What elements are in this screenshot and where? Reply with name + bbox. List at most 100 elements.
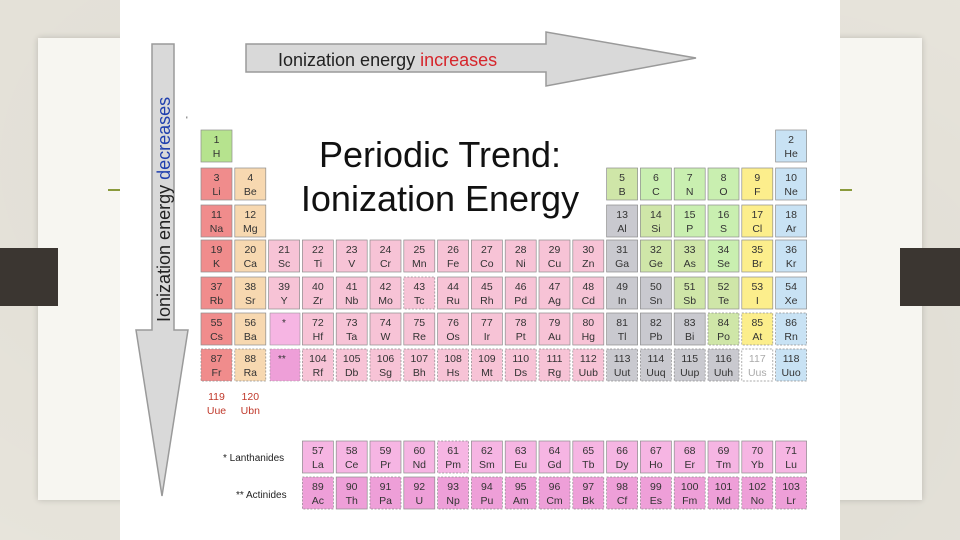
element-cell-hs: 108 Hs: [437, 348, 469, 382]
element-symbol: Rg: [548, 367, 562, 379]
element-number: 32: [650, 244, 662, 256]
element-number: 27: [481, 244, 493, 256]
element-number: 78: [515, 317, 527, 329]
element-symbol: Br: [752, 258, 763, 270]
element-cell-box: [572, 348, 605, 382]
element-cell-box: [471, 239, 503, 273]
element-cell-sm: 62 Sm: [471, 440, 503, 474]
element-cell-zn: 30 Zn: [572, 239, 605, 273]
element-cell-box: [335, 440, 368, 474]
element-number: 109: [478, 353, 496, 365]
element-cells: 1H2He3Li4Be5B6C7N8O9F10Ne11Na12Mg13Al14S…: [200, 129, 807, 510]
element-number: 74: [380, 317, 392, 329]
element-symbol: Ge: [649, 258, 663, 270]
tiny-tick-mark: ': [186, 115, 188, 125]
element-cell-box: [302, 312, 334, 346]
element-cell-re: 75 Re: [403, 312, 436, 346]
side-tab-right: [900, 248, 960, 306]
element-cell-box: [606, 440, 638, 474]
element-cell-box: [335, 348, 368, 382]
element-symbol: Uuq: [646, 367, 665, 379]
element-number: 26: [447, 244, 459, 256]
element-symbol: Ho: [649, 459, 663, 471]
element-cell-rb: 37 Rb: [200, 276, 233, 310]
element-number: 25: [413, 244, 425, 256]
element-cell-box: [538, 276, 571, 310]
element-number: 28: [515, 244, 527, 256]
element-number: 100: [681, 481, 699, 493]
element-cell-ni: 28 Ni: [504, 239, 537, 273]
element-symbol: Ag: [548, 295, 561, 307]
element-symbol: Cd: [582, 295, 596, 307]
element-cell-v: 23 V: [335, 239, 368, 273]
element-symbol: Db: [345, 367, 359, 379]
element-cell-ho: 67 Ho: [640, 440, 672, 474]
element-number: 36: [785, 244, 797, 256]
element-symbol: Rb: [210, 295, 224, 307]
element-symbol: Yb: [751, 459, 764, 471]
element-symbol: Ar: [786, 223, 797, 235]
element-symbol: C: [652, 186, 660, 198]
element-cell-mo: 42 Mo: [369, 276, 402, 310]
element-cell-mn: 25 Mn: [403, 239, 436, 273]
element-cell-gd: 64 Gd: [538, 440, 571, 474]
element-cell-rg: 111 Rg: [538, 348, 571, 382]
element-cell-tb: 65 Tb: [572, 440, 605, 474]
element-cell-sc: 21 Sc: [268, 239, 300, 273]
element-cell-box: [572, 440, 605, 474]
element-symbol: Cf: [617, 495, 628, 507]
element-cell-fr: 87 Fr: [200, 348, 233, 382]
element-cell-nb: 41 Nb: [335, 276, 368, 310]
element-cell-yb: 70 Yb: [741, 440, 774, 474]
element-symbol: W: [381, 331, 391, 343]
element-number: 105: [343, 353, 361, 365]
element-number: 4: [247, 172, 253, 184]
element-symbol: Lr: [786, 495, 796, 507]
element-cell-box: [640, 167, 672, 201]
element-number: 94: [481, 481, 493, 493]
element-number: 48: [582, 281, 594, 293]
element-symbol: Uub: [579, 367, 598, 379]
element-cell-es: 99 Es: [640, 476, 672, 510]
element-cell-db: 105 Db: [335, 348, 368, 382]
element-cell-ne: 10 Ne: [775, 167, 807, 201]
element-cell-cf: 98 Cf: [606, 476, 638, 510]
actinide-placeholder-cell: [269, 348, 301, 382]
element-symbol: At: [752, 331, 762, 343]
element-cell-ta: 73 Ta: [335, 312, 368, 346]
element-number: 1: [214, 134, 220, 146]
element-symbol: No: [751, 495, 765, 507]
element-number: 22: [312, 244, 324, 256]
element-symbol: Pu: [480, 495, 493, 507]
element-cell-uuo: 118 Uuo: [775, 348, 807, 382]
element-cell-c: 6C: [640, 167, 672, 201]
element-cell-o: 8O: [707, 167, 740, 201]
element-cell-rf: 104 Rf: [302, 348, 334, 382]
element-cell-pa: 91 Pa: [369, 476, 402, 510]
element-number: 3: [214, 172, 220, 184]
element-symbol: Pd: [514, 295, 527, 307]
element-cell-at: 85 At: [741, 312, 774, 346]
element-symbol: Co: [480, 258, 494, 270]
element-cell-box: [403, 276, 436, 310]
element-cell-box: [369, 276, 402, 310]
element-symbol: Pt: [516, 331, 526, 343]
element-number: 117: [749, 353, 766, 365]
element-cell-lu: 71 Lu: [775, 440, 807, 474]
element-number: 60: [413, 445, 425, 457]
element-number: 45: [481, 281, 493, 293]
element-number: 71: [785, 445, 797, 457]
element-symbol: Ru: [446, 295, 460, 307]
element-symbol: Bh: [413, 367, 426, 379]
element-symbol: Rf: [313, 367, 324, 379]
vertical-arrow: Ionization energy decreases: [135, 43, 189, 497]
element-number: 90: [346, 481, 358, 493]
element-cell-co: 27 Co: [471, 239, 503, 273]
element-symbol: I: [756, 295, 759, 307]
element-number: 54: [785, 281, 797, 293]
horizontal-arrow: Ionization energy increases: [245, 31, 697, 87]
element-cell-box: [775, 204, 807, 238]
element-cell-box: [268, 239, 300, 273]
element-symbol: Sn: [649, 295, 662, 307]
element-symbol: Nb: [345, 295, 359, 307]
